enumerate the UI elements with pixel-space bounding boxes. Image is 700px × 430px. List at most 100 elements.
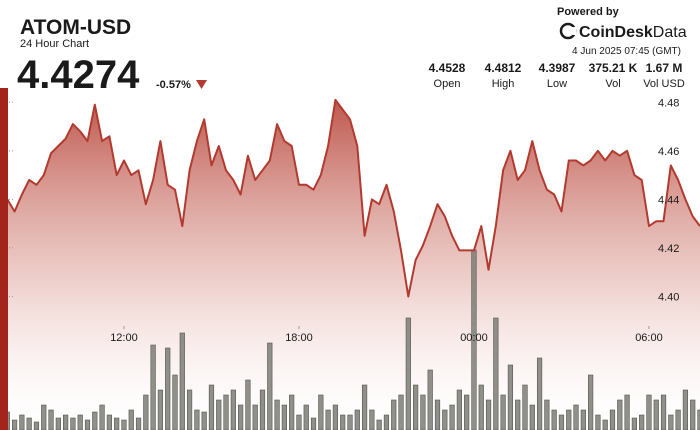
volume-bar bbox=[245, 379, 251, 430]
volume-bar bbox=[602, 419, 608, 430]
brand-suffix: Data bbox=[653, 24, 687, 41]
volume-bar bbox=[289, 394, 295, 430]
stats: 4.4528 Open 4.4812 High 4.3987 Low 375.21 K Vol… bbox=[429, 61, 685, 90]
down-arrow bbox=[196, 80, 207, 89]
volume-bar bbox=[427, 369, 433, 430]
volume-bar bbox=[165, 347, 171, 430]
volume-bar bbox=[157, 389, 164, 430]
volume-bar bbox=[303, 404, 309, 430]
volume-bar bbox=[646, 394, 652, 430]
volume-bar bbox=[347, 414, 353, 430]
price-line bbox=[0, 98, 700, 298]
volume-bar bbox=[361, 384, 368, 430]
volume-bar bbox=[391, 399, 397, 430]
volume-bar bbox=[274, 399, 280, 430]
volume-bar bbox=[340, 414, 346, 430]
volume-bar bbox=[128, 409, 134, 430]
volume-bar bbox=[660, 394, 667, 430]
volume-bar bbox=[114, 417, 120, 430]
volume-bar bbox=[675, 409, 681, 430]
volume-bar bbox=[238, 404, 244, 430]
volume-bar bbox=[150, 344, 156, 430]
volume-bar bbox=[500, 394, 506, 430]
volume-bar bbox=[580, 409, 586, 430]
volume-bar bbox=[478, 384, 484, 430]
stat-label: Vol bbox=[605, 78, 620, 90]
brand-main: CoinDesk bbox=[579, 24, 653, 41]
volume-bar bbox=[296, 414, 302, 430]
volume-bar bbox=[63, 414, 69, 430]
brand-logo: CoinDeskData bbox=[559, 22, 687, 41]
powered-by: Powered by bbox=[557, 6, 620, 18]
volume-bar bbox=[690, 399, 696, 430]
volume-bar bbox=[624, 394, 630, 430]
volume-bar bbox=[201, 411, 207, 430]
volume-bar bbox=[354, 409, 360, 430]
volume-bar bbox=[92, 411, 98, 430]
stat-value: 4.4528 bbox=[429, 61, 466, 75]
volume-bar bbox=[697, 409, 700, 430]
logo-icon-cut bbox=[568, 27, 576, 35]
volume-bar bbox=[186, 389, 193, 430]
price: 4.4274 bbox=[17, 53, 140, 97]
volume-bar bbox=[121, 419, 127, 430]
volume-bar bbox=[442, 409, 448, 430]
volume-bar bbox=[609, 409, 616, 430]
volume-bar bbox=[405, 317, 411, 430]
volume-bar bbox=[223, 394, 229, 430]
volume-bar bbox=[595, 414, 601, 430]
volume-bar bbox=[26, 417, 32, 430]
volume-bar bbox=[281, 404, 287, 430]
volume-bar bbox=[507, 364, 514, 430]
volume-bar bbox=[682, 389, 689, 430]
change: -0.57% bbox=[156, 79, 191, 91]
volume-bar bbox=[369, 409, 375, 430]
volume-bar bbox=[376, 419, 382, 430]
stat-label: Vol USD bbox=[643, 78, 685, 90]
x-tick-label: 00:00 bbox=[460, 332, 488, 344]
volume-bar bbox=[99, 404, 105, 430]
volume-bar bbox=[84, 419, 91, 430]
volume-bar bbox=[413, 384, 419, 430]
stat-label: Open bbox=[434, 78, 461, 90]
volume-bar bbox=[230, 389, 236, 430]
volume-bar bbox=[631, 417, 637, 430]
volume-bar bbox=[398, 394, 404, 430]
volume-bar bbox=[383, 414, 390, 430]
volume-bar bbox=[194, 409, 200, 430]
volume-bar bbox=[573, 404, 579, 430]
volume-bar bbox=[566, 409, 572, 430]
volume-bar bbox=[551, 409, 557, 430]
brand-name: CoinDeskData bbox=[579, 24, 687, 41]
y-tick-label: 4.42 bbox=[658, 243, 679, 255]
volume-bar bbox=[55, 417, 61, 430]
stat-label: Low bbox=[547, 78, 567, 90]
volume-bar bbox=[485, 399, 492, 430]
volume-bar bbox=[493, 317, 499, 430]
volume-bar bbox=[11, 419, 18, 430]
volume-bar bbox=[449, 404, 455, 430]
stat-label: High bbox=[492, 78, 515, 90]
volume-bar bbox=[33, 421, 40, 430]
y-tick-label: 4.44 bbox=[658, 194, 679, 206]
volume-bar bbox=[252, 404, 258, 430]
volume-bar bbox=[434, 399, 441, 430]
volume-bar bbox=[318, 394, 324, 430]
volume-bar bbox=[529, 404, 535, 430]
x-tick-label: 12:00 bbox=[110, 332, 138, 344]
volume-bar bbox=[668, 414, 674, 430]
timestamp: 4 Jun 2025 07:45 (GMT) bbox=[572, 46, 681, 57]
volume-bar bbox=[216, 399, 222, 430]
volume-bar bbox=[77, 414, 83, 430]
volume-bar bbox=[310, 417, 317, 430]
volume-bar bbox=[456, 389, 462, 430]
volume-bar bbox=[259, 389, 266, 430]
symbol: ATOM-USD bbox=[20, 16, 131, 39]
x-tick-label: 06:00 bbox=[635, 332, 663, 344]
volume-bar bbox=[135, 417, 142, 430]
volume-bar bbox=[41, 404, 47, 430]
volume-bar bbox=[325, 409, 331, 430]
y-tick-label: 4.48 bbox=[658, 97, 679, 109]
